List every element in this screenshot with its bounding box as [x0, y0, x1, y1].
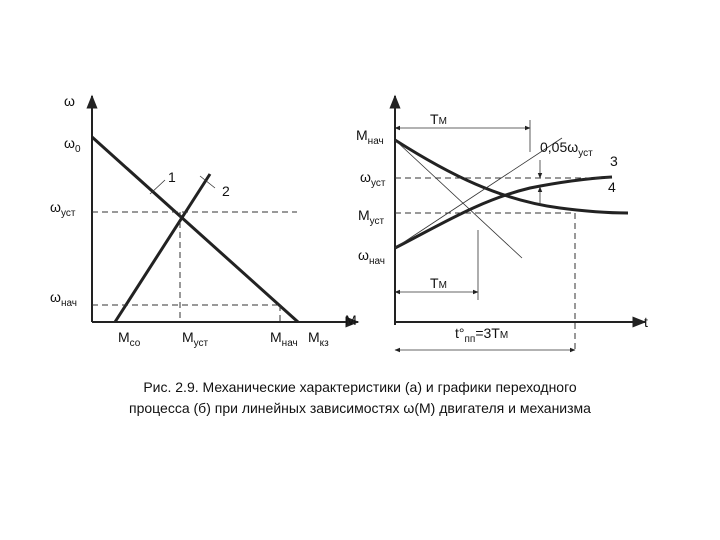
label-sub: кз [320, 338, 329, 349]
label-sub: M [439, 280, 447, 291]
label-sub: уст [371, 178, 386, 189]
label: t°пп=3TM [455, 325, 508, 345]
label: ωнач [50, 289, 77, 309]
label: Mнач [356, 127, 384, 147]
label-sub: пп [465, 334, 476, 345]
leader [199, 175, 216, 189]
label: 3 [610, 153, 618, 169]
label-text: 2 [222, 183, 230, 199]
label-sub: нач [369, 256, 385, 267]
caption: Рис. 2.9. Механические характеристики (а… [143, 379, 577, 395]
label: ω0 [64, 135, 81, 155]
label-sub: уст [578, 148, 593, 159]
label: ωуст [50, 199, 76, 219]
label: Mуст [182, 329, 209, 349]
label-sub: M [439, 116, 447, 127]
label-text: M [182, 329, 194, 345]
label: t [644, 314, 648, 330]
label: M [345, 312, 357, 328]
label-sub: уст [370, 216, 385, 227]
label-text: M [358, 207, 370, 223]
label-sub: нач [368, 136, 384, 147]
left-plot: ω ω0 1 2 ωуст ωнач Mсо Mуст Mнач Mкз M [50, 93, 360, 349]
label-text: ω [50, 199, 61, 215]
label-text: M [345, 312, 357, 328]
label-text: ω [358, 247, 369, 263]
label-text: 0,05ω [540, 139, 578, 155]
mechanism-line [113, 173, 212, 323]
right-plot: Mнач TM 0,05ωуст 3 4 ωуст Mуст ωнач TM t… [356, 94, 648, 353]
label-sub: нач [282, 338, 298, 349]
label-sub: 0 [75, 144, 81, 155]
motor-line [90, 135, 300, 324]
leader [149, 179, 166, 195]
label-sub: со [130, 338, 141, 349]
label: Mнач [270, 329, 298, 349]
caption: процесса (б) при линейных зависимостях ω… [129, 400, 591, 416]
label: ωуст [360, 169, 386, 189]
torque-curve [394, 138, 629, 215]
label-text: t° [455, 325, 465, 341]
label-sub: уст [61, 208, 76, 219]
label: ω [64, 93, 75, 109]
label: 2 [222, 183, 230, 199]
tangent [394, 139, 523, 259]
label-text: ω [64, 135, 75, 151]
label-text: ω [360, 169, 371, 185]
label-text: M [308, 329, 320, 345]
label: TM [430, 111, 447, 127]
label: 0,05ωуст [540, 139, 593, 159]
label: TM [430, 275, 447, 291]
label: ωнач [358, 247, 385, 267]
label: Mсо [118, 329, 141, 349]
label-text: 1 [168, 169, 176, 185]
label-text: T [430, 275, 439, 291]
label-text: ω [64, 93, 75, 109]
label-text: =3T [475, 325, 500, 341]
label-sub: M [500, 330, 508, 341]
label-text: t [644, 314, 648, 330]
label: 4 [608, 179, 616, 195]
label: 1 [168, 169, 176, 185]
label: Mкз [308, 329, 329, 349]
speed-curve [394, 175, 613, 250]
tangent [394, 137, 563, 249]
label-text: 3 [610, 153, 618, 169]
label-sub: нач [61, 298, 77, 309]
label-text: 4 [608, 179, 616, 195]
label-text: M [118, 329, 130, 345]
label-text: M [270, 329, 282, 345]
label-sub: уст [194, 338, 209, 349]
label-text: ω [50, 289, 61, 305]
label: Mуст [358, 207, 385, 227]
label-text: M [356, 127, 368, 143]
label-text: T [430, 111, 439, 127]
